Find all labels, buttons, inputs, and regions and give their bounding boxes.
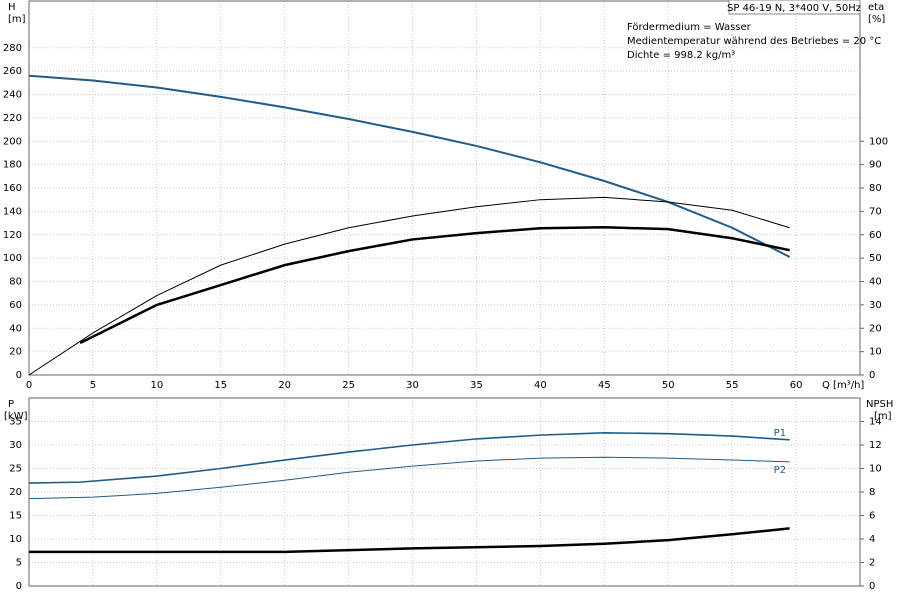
annotation: Medientemperatur während des Betriebes =… <box>627 36 881 47</box>
x-tick-label: 10 <box>150 380 163 391</box>
x-tick-label: 35 <box>470 380 483 391</box>
y-tick-label: 5 <box>16 558 22 569</box>
x-tick-label: 25 <box>342 380 355 391</box>
x-tick-label: 20 <box>278 380 291 391</box>
curve <box>28 196 790 376</box>
curve <box>79 226 790 345</box>
y-axis-unit: [kW] <box>4 411 28 422</box>
plots: 0 5 10 15 20 25 30 35 40 45 50 55 600204060801001201… <box>3 0 893 592</box>
y-tick-label: 220 <box>3 113 22 124</box>
y2-axis-label: eta <box>868 2 884 13</box>
x-tick-label: 15 <box>214 380 227 391</box>
x-tick-label: 0 <box>26 380 32 391</box>
annotation: Dichte = 998.2 kg/m³ <box>627 50 735 61</box>
y2-tick-label: 80 <box>869 183 882 194</box>
y-tick-label: 160 <box>3 183 22 194</box>
y2-tick-label: 30 <box>869 300 882 311</box>
y-tick-label: 120 <box>3 230 22 241</box>
curve <box>29 527 790 554</box>
y2-tick-label: 2 <box>869 558 875 569</box>
y-tick-label: 20 <box>9 487 22 498</box>
y-tick-label: 25 <box>9 464 22 475</box>
y-tick-label: 280 <box>3 43 22 54</box>
y-tick-label: 0 <box>16 581 22 592</box>
y2-tick-label: 8 <box>869 487 875 498</box>
x-tick-label: 5 <box>90 380 96 391</box>
y2-tick-label: 70 <box>869 206 882 217</box>
y2-tick-label: 12 <box>869 440 882 451</box>
y2-tick-label: 50 <box>869 253 882 264</box>
x-tick-label: 40 <box>534 380 547 391</box>
y2-tick-label: 14 <box>869 417 882 428</box>
y-axis-label: H <box>8 2 16 13</box>
plot-frame <box>28 397 861 587</box>
curve <box>28 456 790 500</box>
y-tick-label: 0 <box>16 370 22 381</box>
x-tick-label: 55 <box>726 380 739 391</box>
y-tick-label: 200 <box>3 136 22 147</box>
y2-tick-label: 4 <box>869 534 875 545</box>
y2-tick-label: 10 <box>869 347 882 358</box>
chart-title: SP 46-19 N, 3*400 V, 50Hz <box>727 3 861 14</box>
y-tick-label: 140 <box>3 206 22 217</box>
y2-tick-label: 20 <box>869 323 882 334</box>
x-tick-label: 60 <box>790 380 803 391</box>
y-tick-label: 20 <box>9 347 22 358</box>
y2-tick-label: 0 <box>869 581 875 592</box>
y2-axis-unit: [m] <box>874 411 892 422</box>
x-tick-label: 30 <box>406 380 419 391</box>
annotation: Fördermedium = Wasser <box>627 22 752 33</box>
y2-tick-label: 0 <box>869 370 875 381</box>
x-tick-label: 50 <box>662 380 675 391</box>
y-axis-label: P <box>8 399 14 410</box>
y2-tick-label: 6 <box>869 511 875 522</box>
curve <box>28 431 790 484</box>
title-box <box>728 0 861 15</box>
x-axis-label: Q [m³/h] <box>822 380 864 391</box>
y-tick-label: 80 <box>9 277 22 288</box>
y-tick-label: 35 <box>9 417 22 428</box>
y-tick-label: 260 <box>3 66 22 77</box>
y-tick-label: 180 <box>3 160 22 171</box>
x-tick-label: 45 <box>598 380 611 391</box>
y2-tick-label: 100 <box>869 136 888 147</box>
y-tick-label: 10 <box>9 534 22 545</box>
y2-tick-label: 10 <box>869 464 882 475</box>
y2-axis-unit: [%] <box>868 14 885 25</box>
y-tick-label: 15 <box>9 511 22 522</box>
y-tick-label: 240 <box>3 90 22 101</box>
y2-axis-label: NPSH <box>866 399 893 410</box>
plot-frame <box>28 0 861 376</box>
y-tick-label: 60 <box>9 300 22 311</box>
y-axis-unit: [m] <box>8 14 26 25</box>
y-tick-label: 40 <box>9 323 22 334</box>
y2-tick-label: 60 <box>869 230 882 241</box>
y2-tick-label: 90 <box>869 160 882 171</box>
y-tick-label: 100 <box>3 253 22 264</box>
legend-label: P2 <box>774 465 786 476</box>
legend-label: P1 <box>774 428 786 439</box>
y2-tick-label: 40 <box>869 277 882 288</box>
y-tick-label: 30 <box>9 440 22 451</box>
